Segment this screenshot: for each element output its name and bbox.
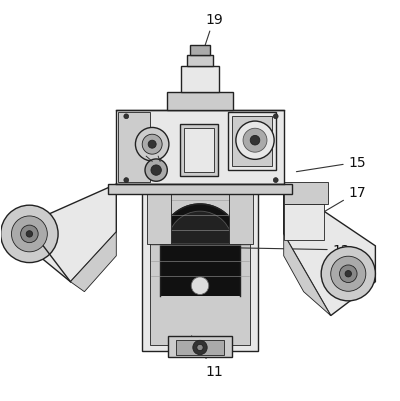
Circle shape <box>273 178 278 183</box>
Circle shape <box>26 231 32 237</box>
Bar <box>232 117 272 167</box>
Bar <box>142 192 258 352</box>
Bar <box>228 113 276 171</box>
Bar <box>180 125 218 177</box>
Circle shape <box>331 257 366 292</box>
Bar <box>118 113 150 182</box>
Circle shape <box>21 225 38 243</box>
Circle shape <box>148 141 156 149</box>
Circle shape <box>236 122 274 160</box>
Text: 12: 12 <box>239 243 350 257</box>
Text: 15: 15 <box>296 156 366 172</box>
Bar <box>176 340 224 356</box>
Bar <box>160 217 240 296</box>
Bar <box>116 111 284 184</box>
Bar <box>167 93 233 111</box>
Polygon shape <box>27 184 116 282</box>
Text: 11: 11 <box>192 336 223 378</box>
Wedge shape <box>167 212 233 244</box>
Circle shape <box>250 136 260 146</box>
Text: 19: 19 <box>186 12 223 104</box>
Bar <box>184 129 214 173</box>
Bar <box>284 205 324 240</box>
Bar <box>108 184 292 194</box>
Bar <box>150 194 250 346</box>
Circle shape <box>345 271 352 277</box>
Wedge shape <box>160 205 240 244</box>
Bar <box>190 46 210 56</box>
Bar <box>168 336 232 358</box>
Circle shape <box>124 178 129 183</box>
Polygon shape <box>70 232 116 292</box>
Circle shape <box>12 217 47 252</box>
Bar <box>230 192 253 244</box>
Circle shape <box>136 128 169 162</box>
Circle shape <box>197 344 203 351</box>
Circle shape <box>1 206 58 263</box>
Bar <box>181 67 219 93</box>
Text: 17: 17 <box>316 186 366 217</box>
Bar <box>284 182 328 205</box>
Circle shape <box>243 129 267 153</box>
Circle shape <box>145 160 167 182</box>
Circle shape <box>273 115 278 119</box>
Polygon shape <box>284 234 331 316</box>
Circle shape <box>340 265 357 283</box>
Circle shape <box>142 135 162 155</box>
Bar <box>187 56 213 67</box>
Circle shape <box>193 340 207 355</box>
Circle shape <box>191 277 209 295</box>
Bar <box>147 192 170 244</box>
Circle shape <box>151 166 161 176</box>
Circle shape <box>124 115 129 119</box>
Polygon shape <box>284 184 375 316</box>
Circle shape <box>321 247 375 301</box>
